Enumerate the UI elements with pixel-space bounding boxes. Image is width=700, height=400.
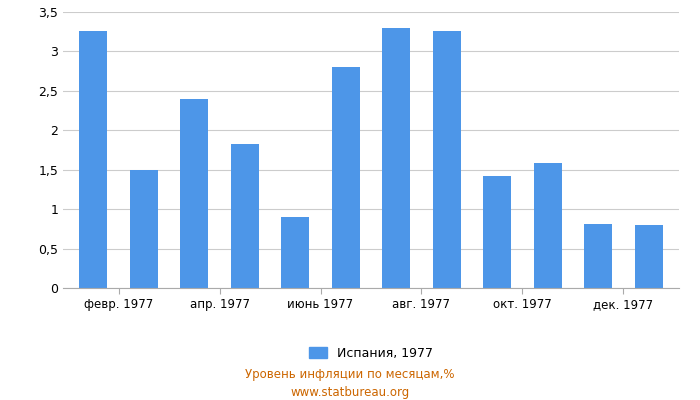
Bar bbox=[635, 225, 663, 288]
Bar bbox=[332, 67, 360, 288]
Text: Уровень инфляции по месяцам,%: Уровень инфляции по месяцам,% bbox=[245, 368, 455, 381]
Bar bbox=[433, 31, 461, 288]
Bar bbox=[281, 217, 309, 288]
Text: www.statbureau.org: www.statbureau.org bbox=[290, 386, 410, 399]
Bar bbox=[130, 170, 158, 288]
Bar bbox=[231, 144, 259, 288]
Bar bbox=[584, 224, 612, 288]
Bar bbox=[79, 31, 107, 288]
Legend: Испания, 1977: Испания, 1977 bbox=[304, 342, 438, 364]
Bar bbox=[534, 164, 561, 288]
Bar bbox=[483, 176, 511, 288]
Bar bbox=[382, 28, 410, 288]
Bar bbox=[181, 99, 208, 288]
